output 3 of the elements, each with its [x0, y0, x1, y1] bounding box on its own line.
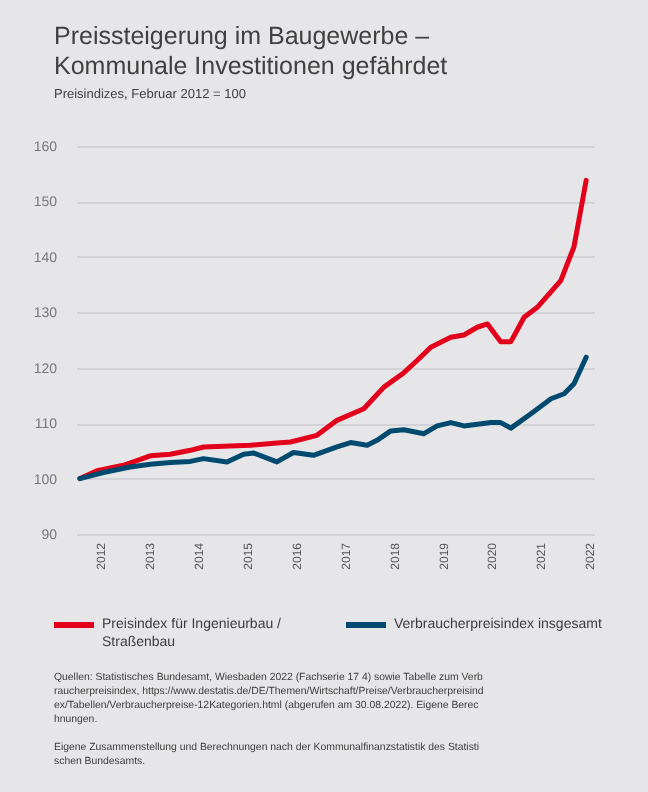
chart-title: Preissteigerung im Baugewerbe – Kommunale Investitionen gefährdet	[54, 22, 450, 82]
line-series	[77, 354, 589, 482]
line-series	[77, 177, 589, 482]
